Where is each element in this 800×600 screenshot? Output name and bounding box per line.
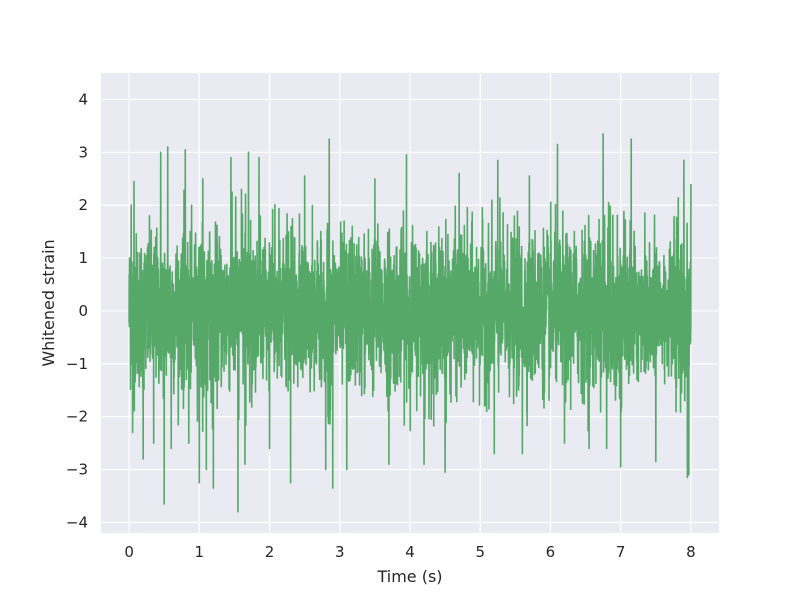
x-tick-label: 8 [686,543,696,561]
whitened-strain-line [128,133,692,513]
y-tick-label: 0 [78,302,88,320]
x-tick-label: 7 [616,543,626,561]
x-tick-label: 6 [546,543,556,561]
x-tick-label: 1 [195,543,205,561]
y-tick-label: −2 [66,408,88,426]
y-tick-label: −4 [66,513,88,531]
x-tick-labels: 0 1 2 3 4 5 6 7 8 [124,543,695,561]
x-tick-label: 4 [405,543,415,561]
y-tick-label: 4 [78,90,88,108]
y-tick-label: 2 [78,196,88,214]
y-axis-label: Whitened strain [39,239,58,366]
x-axis-label: Time (s) [376,567,442,586]
x-tick-label: 0 [124,543,134,561]
y-tick-label: 1 [78,249,88,267]
y-tick-label: −1 [66,355,88,373]
x-tick-label: 2 [265,543,275,561]
y-tick-label: 3 [78,143,88,161]
y-tick-label: −3 [66,461,88,479]
x-tick-label: 5 [475,543,485,561]
y-tick-labels: 4 3 2 1 0 −1 −2 −3 −4 [66,90,88,531]
series-line [128,133,692,513]
x-tick-label: 3 [335,543,345,561]
